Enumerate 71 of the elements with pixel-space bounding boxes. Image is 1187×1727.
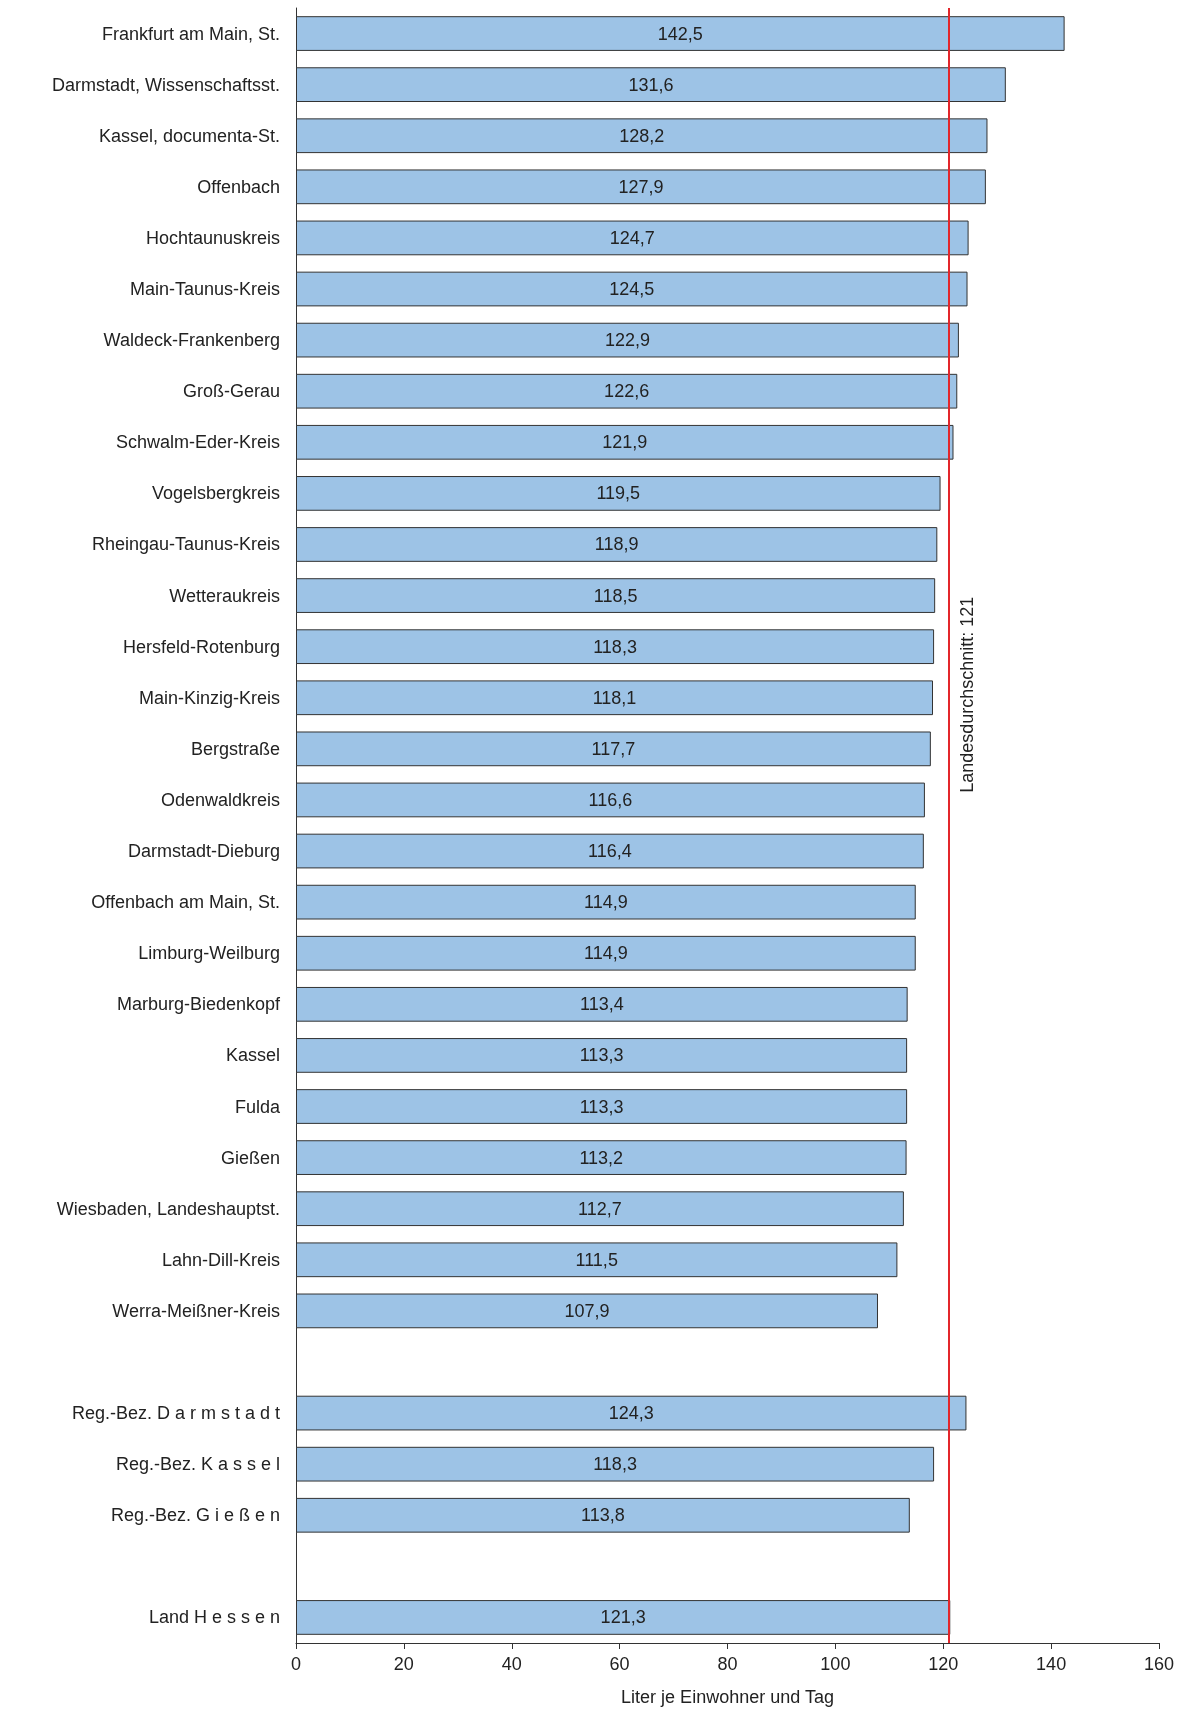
y-tick-label: Schwalm-Eder-Kreis <box>115 432 280 453</box>
y-tick-label: Offenbach am Main, St. <box>91 892 280 913</box>
data-label: 112,7 <box>578 1198 622 1219</box>
data-label: 142,5 <box>657 23 703 44</box>
y-tick-label: Darmstadt, Wissenschaftsst. <box>51 74 280 95</box>
y-tick-label: Hersfeld-Rotenburg <box>122 636 280 657</box>
x-tick-label: 20 <box>393 1654 414 1674</box>
y-tick-label: Gießen <box>220 1147 280 1168</box>
y-tick-label: Hochtaunuskreis <box>145 227 280 248</box>
y-tick-label: Reg.-Bez. K a s s e l <box>115 1454 280 1475</box>
data-label: 122,6 <box>604 381 650 402</box>
data-label: 113,2 <box>579 1147 624 1168</box>
y-tick-label: Frankfurt am Main, St. <box>101 23 280 44</box>
x-axis-title: Liter je Einwohner und Tag <box>621 1687 834 1707</box>
y-tick-label: Reg.-Bez. G i e ß e n <box>110 1505 280 1526</box>
data-label: 128,2 <box>619 125 665 146</box>
data-label: 111,5 <box>575 1249 618 1270</box>
data-label: 117,7 <box>591 738 636 759</box>
data-label: 118,9 <box>594 534 639 555</box>
y-tick-label: Fulda <box>234 1096 281 1117</box>
data-label: 113,3 <box>579 1045 624 1066</box>
y-tick-label: Darmstadt-Dieburg <box>127 841 280 862</box>
y-tick-label: Groß-Gerau <box>182 381 280 402</box>
y-tick-label: Wiesbaden, Landeshauptst. <box>56 1198 280 1219</box>
x-tick-label: 140 <box>1036 1654 1067 1674</box>
y-tick-label: Kassel <box>225 1045 280 1066</box>
data-label: 113,3 <box>579 1096 624 1117</box>
data-label: 107,9 <box>564 1300 610 1321</box>
y-tick-label: Land H e s s e n <box>148 1607 280 1628</box>
data-label: 127,9 <box>618 176 664 197</box>
data-label: 114,9 <box>584 943 628 964</box>
data-label: 119,5 <box>596 483 641 504</box>
x-tick-label: 0 <box>290 1654 302 1674</box>
y-tick-label: Bergstraße <box>190 738 280 759</box>
data-label: 124,5 <box>609 279 655 300</box>
data-label: 116,6 <box>588 789 633 810</box>
y-tick-label: Werra-Meißner-Kreis <box>112 1300 280 1321</box>
data-label: 113,4 <box>579 994 624 1015</box>
y-tick-label: Kassel, documenta-St. <box>98 125 280 146</box>
data-label: 121,9 <box>602 432 648 453</box>
data-label: 118,1 <box>592 687 637 708</box>
x-tick-label: 80 <box>717 1654 738 1674</box>
data-label: 122,9 <box>604 330 650 351</box>
data-label: 124,7 <box>609 227 655 248</box>
y-tick-label: Vogelsbergkreis <box>151 483 280 504</box>
ref-line-label: Landesdurchschnitt: 121 <box>956 596 977 793</box>
y-tick-label: Rheingau-Taunus-Kreis <box>91 534 280 555</box>
y-tick-label: Wetteraukreis <box>169 585 280 606</box>
data-label: 131,6 <box>628 74 674 95</box>
x-tick-label: 40 <box>501 1654 522 1674</box>
x-tick-label: 60 <box>609 1654 630 1674</box>
y-tick-label: Main-Taunus-Kreis <box>129 279 280 300</box>
y-tick-label: Offenbach <box>197 176 280 197</box>
x-tick-label: 120 <box>928 1654 959 1674</box>
y-tick-label: Marburg-Biedenkopf <box>116 994 281 1015</box>
data-label: 124,3 <box>608 1403 654 1424</box>
y-tick-label: Reg.-Bez. D a r m s t a d t <box>71 1403 280 1424</box>
x-tick-label: 160 <box>1143 1654 1175 1674</box>
data-label: 121,3 <box>600 1607 646 1628</box>
y-tick-label: Odenwaldkreis <box>160 789 280 810</box>
y-tick-label: Waldeck-Frankenberg <box>103 330 280 351</box>
data-label: 118,5 <box>593 585 638 606</box>
y-tick-label: Main-Kinzig-Kreis <box>138 687 280 708</box>
y-tick-label: Lahn-Dill-Kreis <box>161 1249 280 1270</box>
y-tick-label: Limburg-Weilburg <box>138 943 280 964</box>
data-label: 118,3 <box>593 636 637 657</box>
data-label: 116,4 <box>588 841 632 862</box>
data-label: 114,9 <box>584 892 628 913</box>
data-label: 118,3 <box>593 1454 637 1475</box>
data-label: 113,8 <box>581 1505 625 1526</box>
x-tick-label: 100 <box>820 1654 851 1674</box>
